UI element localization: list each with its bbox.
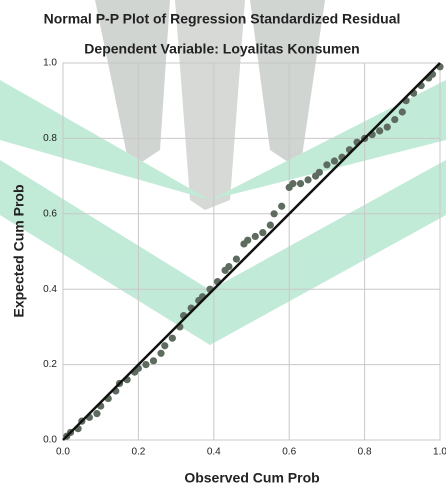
point — [150, 357, 157, 364]
x-tick-label: 1.0 — [433, 447, 446, 458]
x-tick-label: 0.2 — [131, 447, 145, 458]
y-tick-label: 0.4 — [43, 284, 57, 295]
point — [391, 116, 398, 123]
chart-subtitle: Dependent Variable: Loyalitas Konsumen — [84, 41, 359, 57]
point — [233, 255, 240, 262]
x-axis-title: Observed Cum Prob — [184, 470, 319, 486]
point — [252, 233, 259, 240]
point — [297, 180, 304, 187]
point — [225, 263, 232, 270]
point — [259, 229, 266, 236]
point — [384, 123, 391, 130]
point — [376, 127, 383, 134]
y-tick-label: 0.8 — [43, 133, 57, 144]
point — [267, 222, 274, 229]
chart: Normal P-P Plot of Regression Standardiz… — [0, 0, 446, 487]
point — [278, 203, 285, 210]
point — [142, 361, 149, 368]
x-tick-label: 0.0 — [56, 447, 70, 458]
point — [323, 161, 330, 168]
point — [169, 335, 176, 342]
point — [271, 210, 278, 217]
point — [316, 169, 323, 176]
x-tick-label: 0.4 — [207, 447, 221, 458]
y-tick-label: 0.2 — [43, 359, 57, 370]
y-tick-label: 0.0 — [43, 435, 57, 446]
point — [304, 176, 311, 183]
y-axis-title: Expected Cum Prob — [11, 184, 27, 317]
point — [93, 410, 100, 417]
chart-title: Normal P-P Plot of Regression Standardiz… — [44, 11, 401, 27]
point — [331, 157, 338, 164]
x-tick-label: 0.8 — [358, 447, 372, 458]
point — [157, 350, 164, 357]
x-tick-label: 0.6 — [282, 447, 296, 458]
point — [161, 342, 168, 349]
y-tick-label: 1.0 — [43, 58, 57, 69]
point — [244, 237, 251, 244]
y-tick-label: 0.6 — [43, 208, 57, 219]
point — [399, 108, 406, 115]
point — [289, 180, 296, 187]
